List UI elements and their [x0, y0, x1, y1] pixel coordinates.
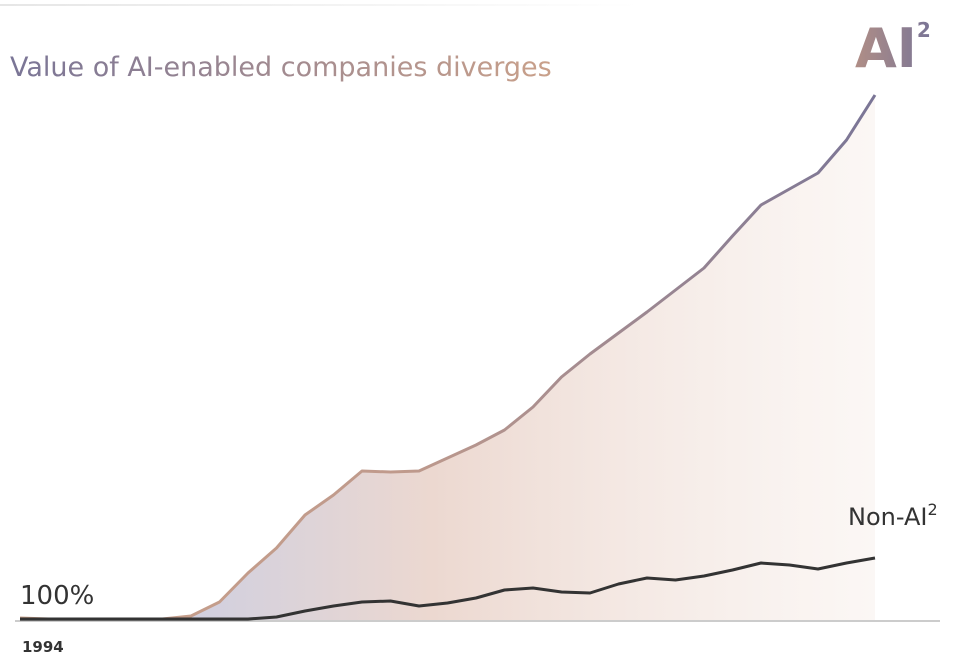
top-rule	[0, 4, 640, 6]
series-label: Non-AI2	[848, 500, 938, 531]
plot	[19, 94, 877, 622]
series-label: AI2	[855, 17, 931, 80]
line	[20, 556, 876, 621]
area	[20, 95, 875, 620]
chart-title: Value of AI-enabled companies diverges	[10, 52, 552, 83]
x-tick-label: 1994	[22, 638, 64, 654]
baseline-label: 100%	[20, 581, 94, 611]
